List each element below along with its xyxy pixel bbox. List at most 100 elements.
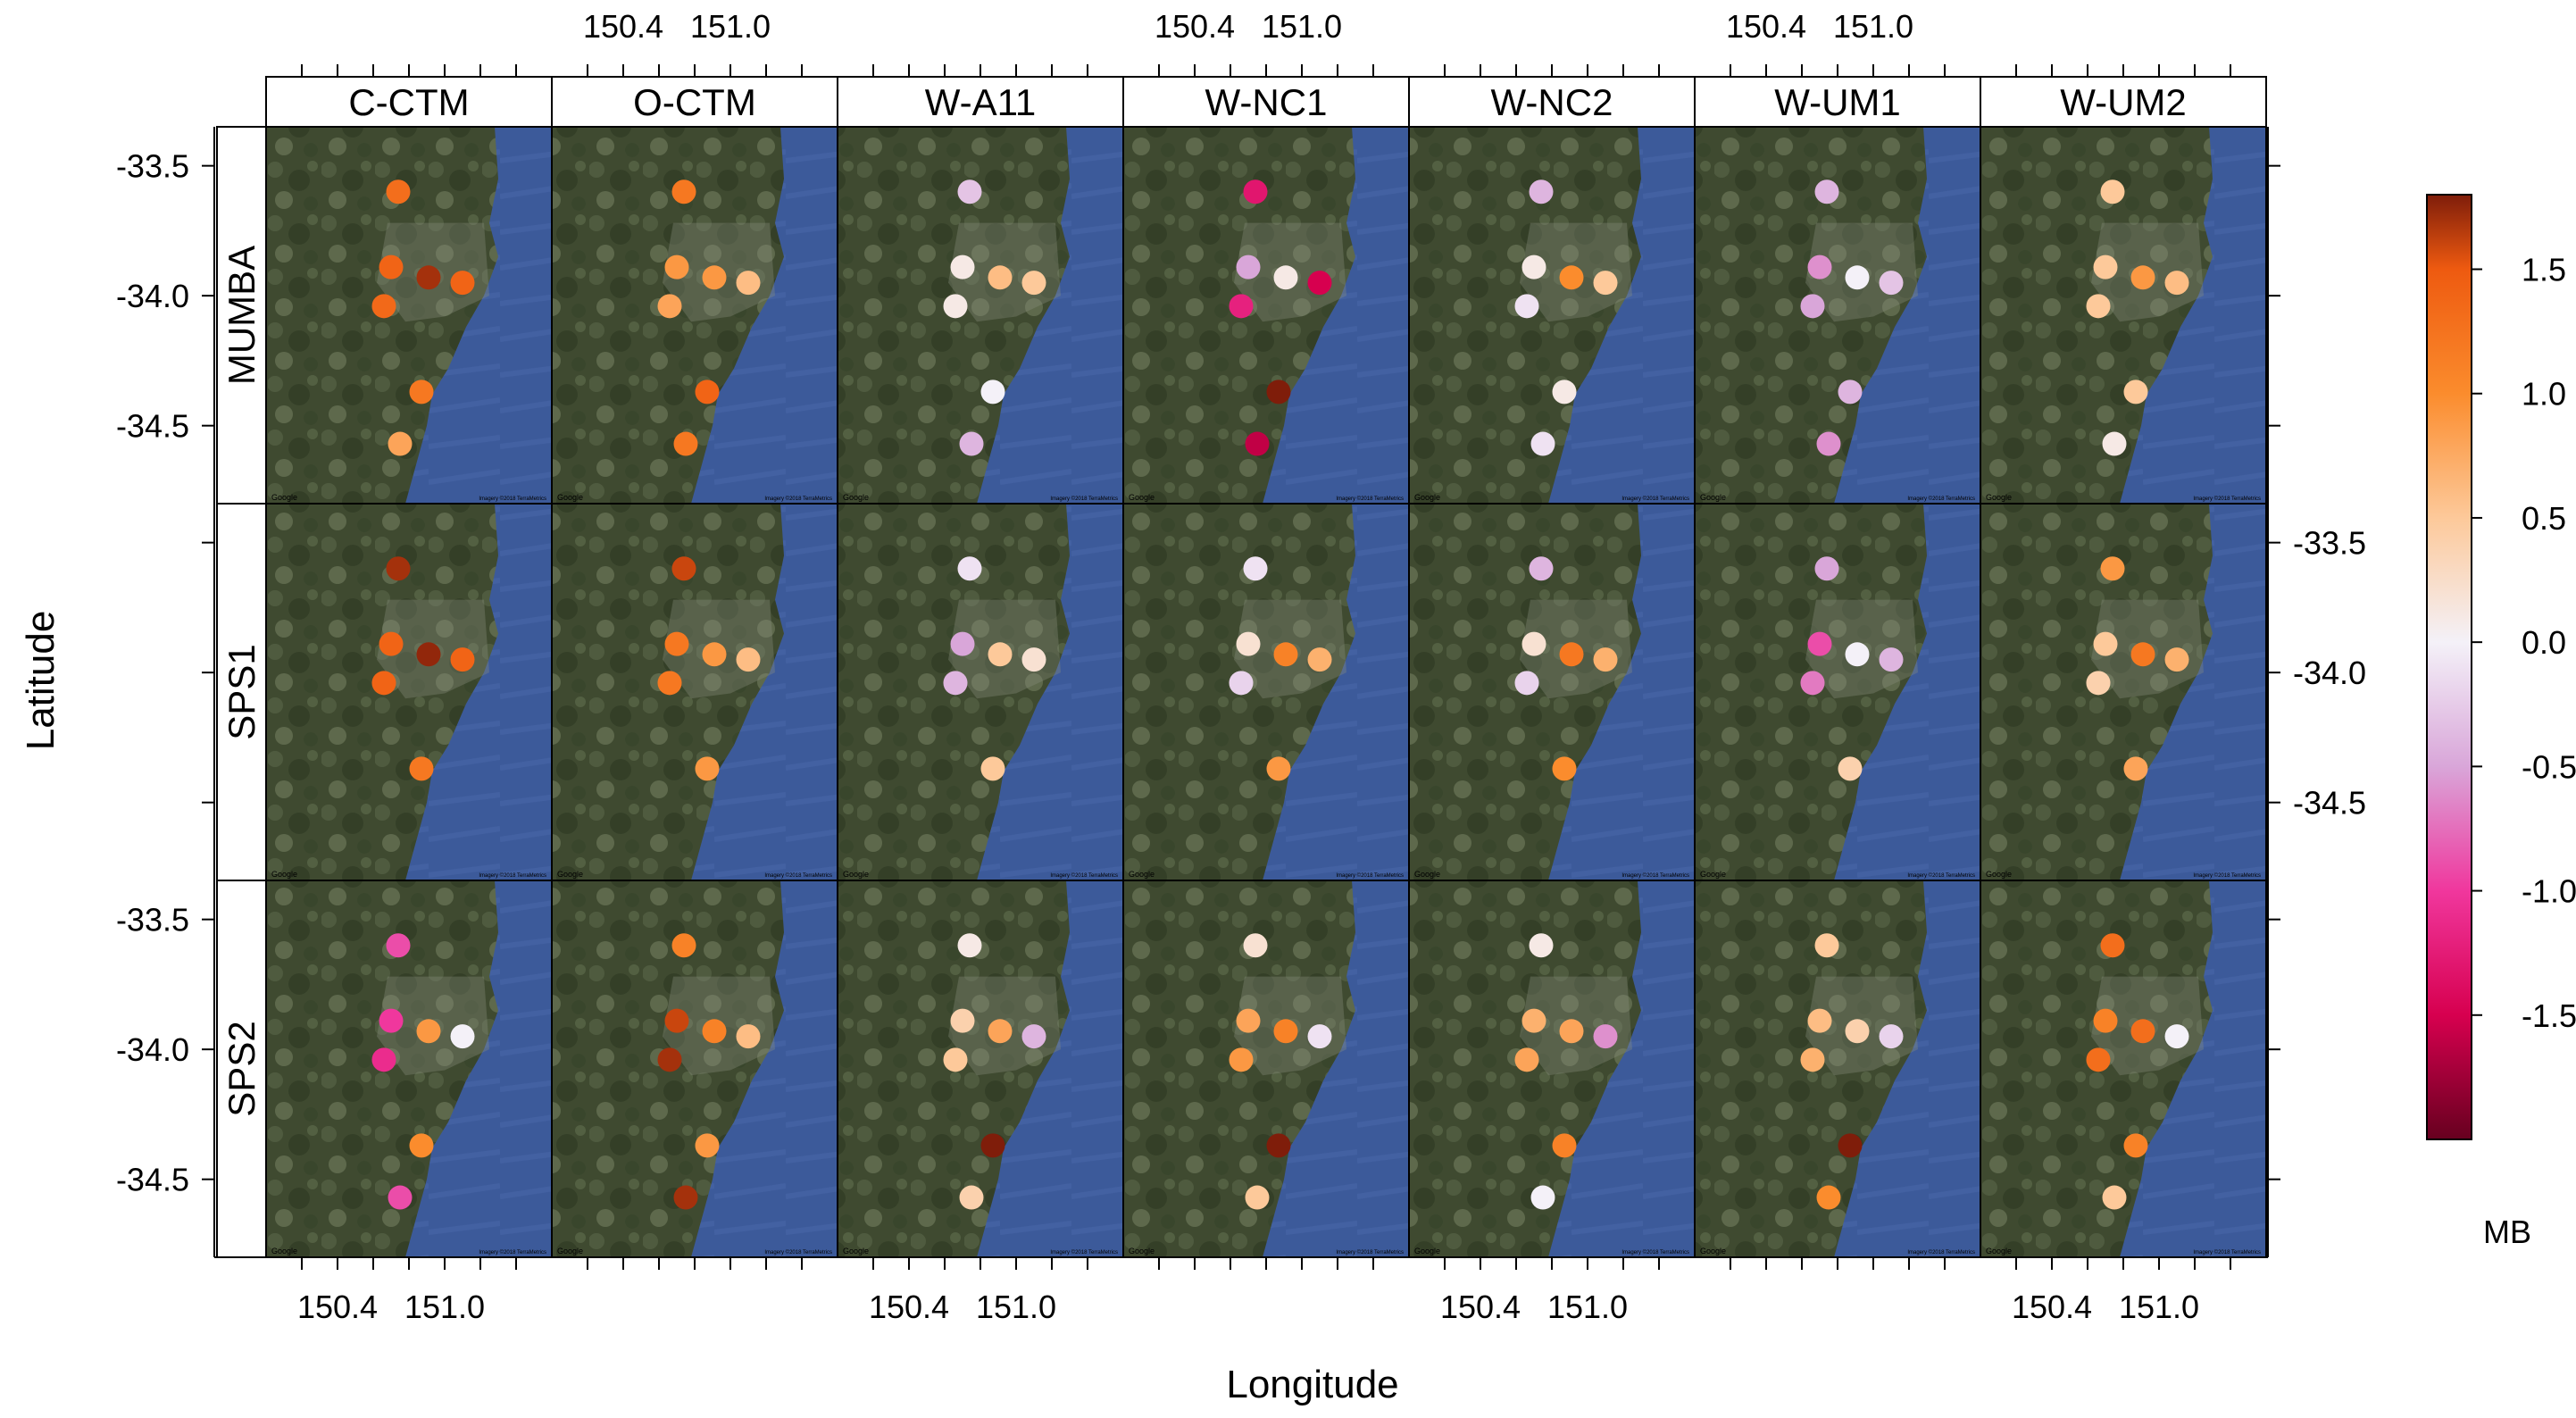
station-point [450,1024,475,1049]
x-tick-label-bottom: 150.4 [2012,1289,2092,1325]
map-panel-mumba-w-um2: Google Imagery ©2018 TerraMetrics [1980,127,2266,504]
station-point [1243,179,1268,204]
station-point [416,1019,441,1044]
station-point [1807,254,1832,279]
station-point [1879,647,1904,672]
map-attribution-imagery: Imagery ©2018 TerraMetrics [479,872,546,879]
colorbar-bar [2426,194,2472,1140]
station-point [1559,1019,1584,1044]
station-point [988,1019,1013,1044]
station-point [695,380,720,405]
station-point [957,933,982,958]
station-point [371,1047,396,1072]
station-point [1559,265,1584,290]
station-point [1521,1008,1546,1033]
station-point [1521,254,1546,279]
station-point [1307,1024,1332,1049]
x-tick-label-bottom: 150.4 [869,1289,949,1325]
map-attribution-imagery: Imagery ©2018 TerraMetrics [1907,872,1975,879]
x-tick-label-bottom: 150.4 [1440,1289,1521,1325]
station-point [1838,1133,1863,1158]
station-point [980,756,1005,781]
station-point [1273,1019,1298,1044]
map-panel-sps1-w-um2: Google Imagery ©2018 TerraMetrics [1980,504,2266,880]
station-point [2164,1024,2189,1049]
station-point [980,1133,1005,1158]
map-attribution-google: Google [271,870,297,879]
station-point [1593,1024,1618,1049]
station-point [2164,647,2189,672]
model-strip [1980,76,2267,128]
x-tick-label-bottom: 151.0 [404,1289,485,1325]
station-point [1307,271,1332,296]
station-point [702,265,727,290]
station-point [988,265,1013,290]
map-panel-sps1-o-ctm: Google Imagery ©2018 TerraMetrics [552,504,838,880]
campaign-strip [216,880,267,1258]
map-attribution-google: Google [1414,493,1440,502]
map-panel-mumba-w-um1: Google Imagery ©2018 TerraMetrics [1695,127,1980,504]
map-attribution-google: Google [1129,870,1155,879]
station-point [673,1185,698,1210]
station-point [1243,933,1268,958]
station-point [980,380,1005,405]
station-point [1229,1047,1254,1072]
station-point [1236,631,1261,656]
map-panel-sps2-w-a11: Google Imagery ©2018 TerraMetrics [838,880,1123,1257]
campaign-strip-label: MUMBA [221,246,263,385]
map-attribution-google: Google [271,1247,297,1255]
station-point [950,631,975,656]
station-point [1266,380,1291,405]
station-point [2102,431,2127,456]
station-point [386,556,411,581]
map-attribution-google: Google [1700,1247,1726,1255]
map-panel-mumba-c-ctm: Google Imagery ©2018 TerraMetrics [266,127,552,504]
x-tick-label-top: 150.4 [1726,8,1806,45]
station-point [450,271,475,296]
model-strip-label: W-NC1 [1205,81,1328,123]
station-point [1521,631,1546,656]
map-panel-sps2-c-ctm: Google Imagery ©2018 TerraMetrics [266,880,552,1257]
map-attribution-google: Google [557,493,583,502]
model-strip [1694,76,1981,128]
model-strip [837,76,1124,128]
station-point [1243,556,1268,581]
station-point [1530,1185,1555,1210]
station-point [1845,265,1870,290]
y-tick-label-left: -34.5 [116,1162,189,1198]
station-point [1245,431,1270,456]
station-point [2100,556,2125,581]
colorbar-tick-label: -0.5 [2522,748,2576,785]
x-tick-label-bottom: 151.0 [2119,1289,2199,1325]
colorbar-tick-label: -1.0 [2522,873,2576,910]
map-attribution-imagery: Imagery ©2018 TerraMetrics [1336,872,1404,879]
station-point [2086,1047,2111,1072]
map-attribution-google: Google [1414,1247,1440,1255]
station-point [950,1008,975,1033]
station-point [1559,642,1584,667]
station-point [1021,1024,1046,1049]
y-axis-label: Latitude [19,611,63,751]
map-attribution-imagery: Imagery ©2018 TerraMetrics [2193,1249,2261,1255]
x-axis-label: Longitude [1226,1363,1398,1406]
map-attribution-google: Google [1129,493,1155,502]
map-panels: Google Imagery ©2018 TerraMetrics Google Im… [265,126,2267,1258]
map-panel-sps1-w-a11: Google Imagery ©2018 TerraMetrics [838,504,1123,880]
station-point [1273,642,1298,667]
colorbar-tick-label: -1.5 [2522,997,2576,1034]
station-point [1307,647,1332,672]
station-point [736,271,761,296]
station-point [1816,431,1841,456]
station-point [409,1133,434,1158]
station-point [371,294,396,319]
x-tick-label-top: 150.4 [1155,8,1235,45]
x-tick-label-bottom: 151.0 [976,1289,1056,1325]
station-point [1273,265,1298,290]
station-point [1845,642,1870,667]
map-attribution-google: Google [1986,1247,2012,1255]
map-attribution-imagery: Imagery ©2018 TerraMetrics [1621,1249,1689,1255]
station-point [671,933,696,958]
map-attribution-imagery: Imagery ©2018 TerraMetrics [1050,1249,1118,1255]
map-attribution-imagery: Imagery ©2018 TerraMetrics [2193,872,2261,879]
model-strip-label: W-A11 [925,81,1036,123]
